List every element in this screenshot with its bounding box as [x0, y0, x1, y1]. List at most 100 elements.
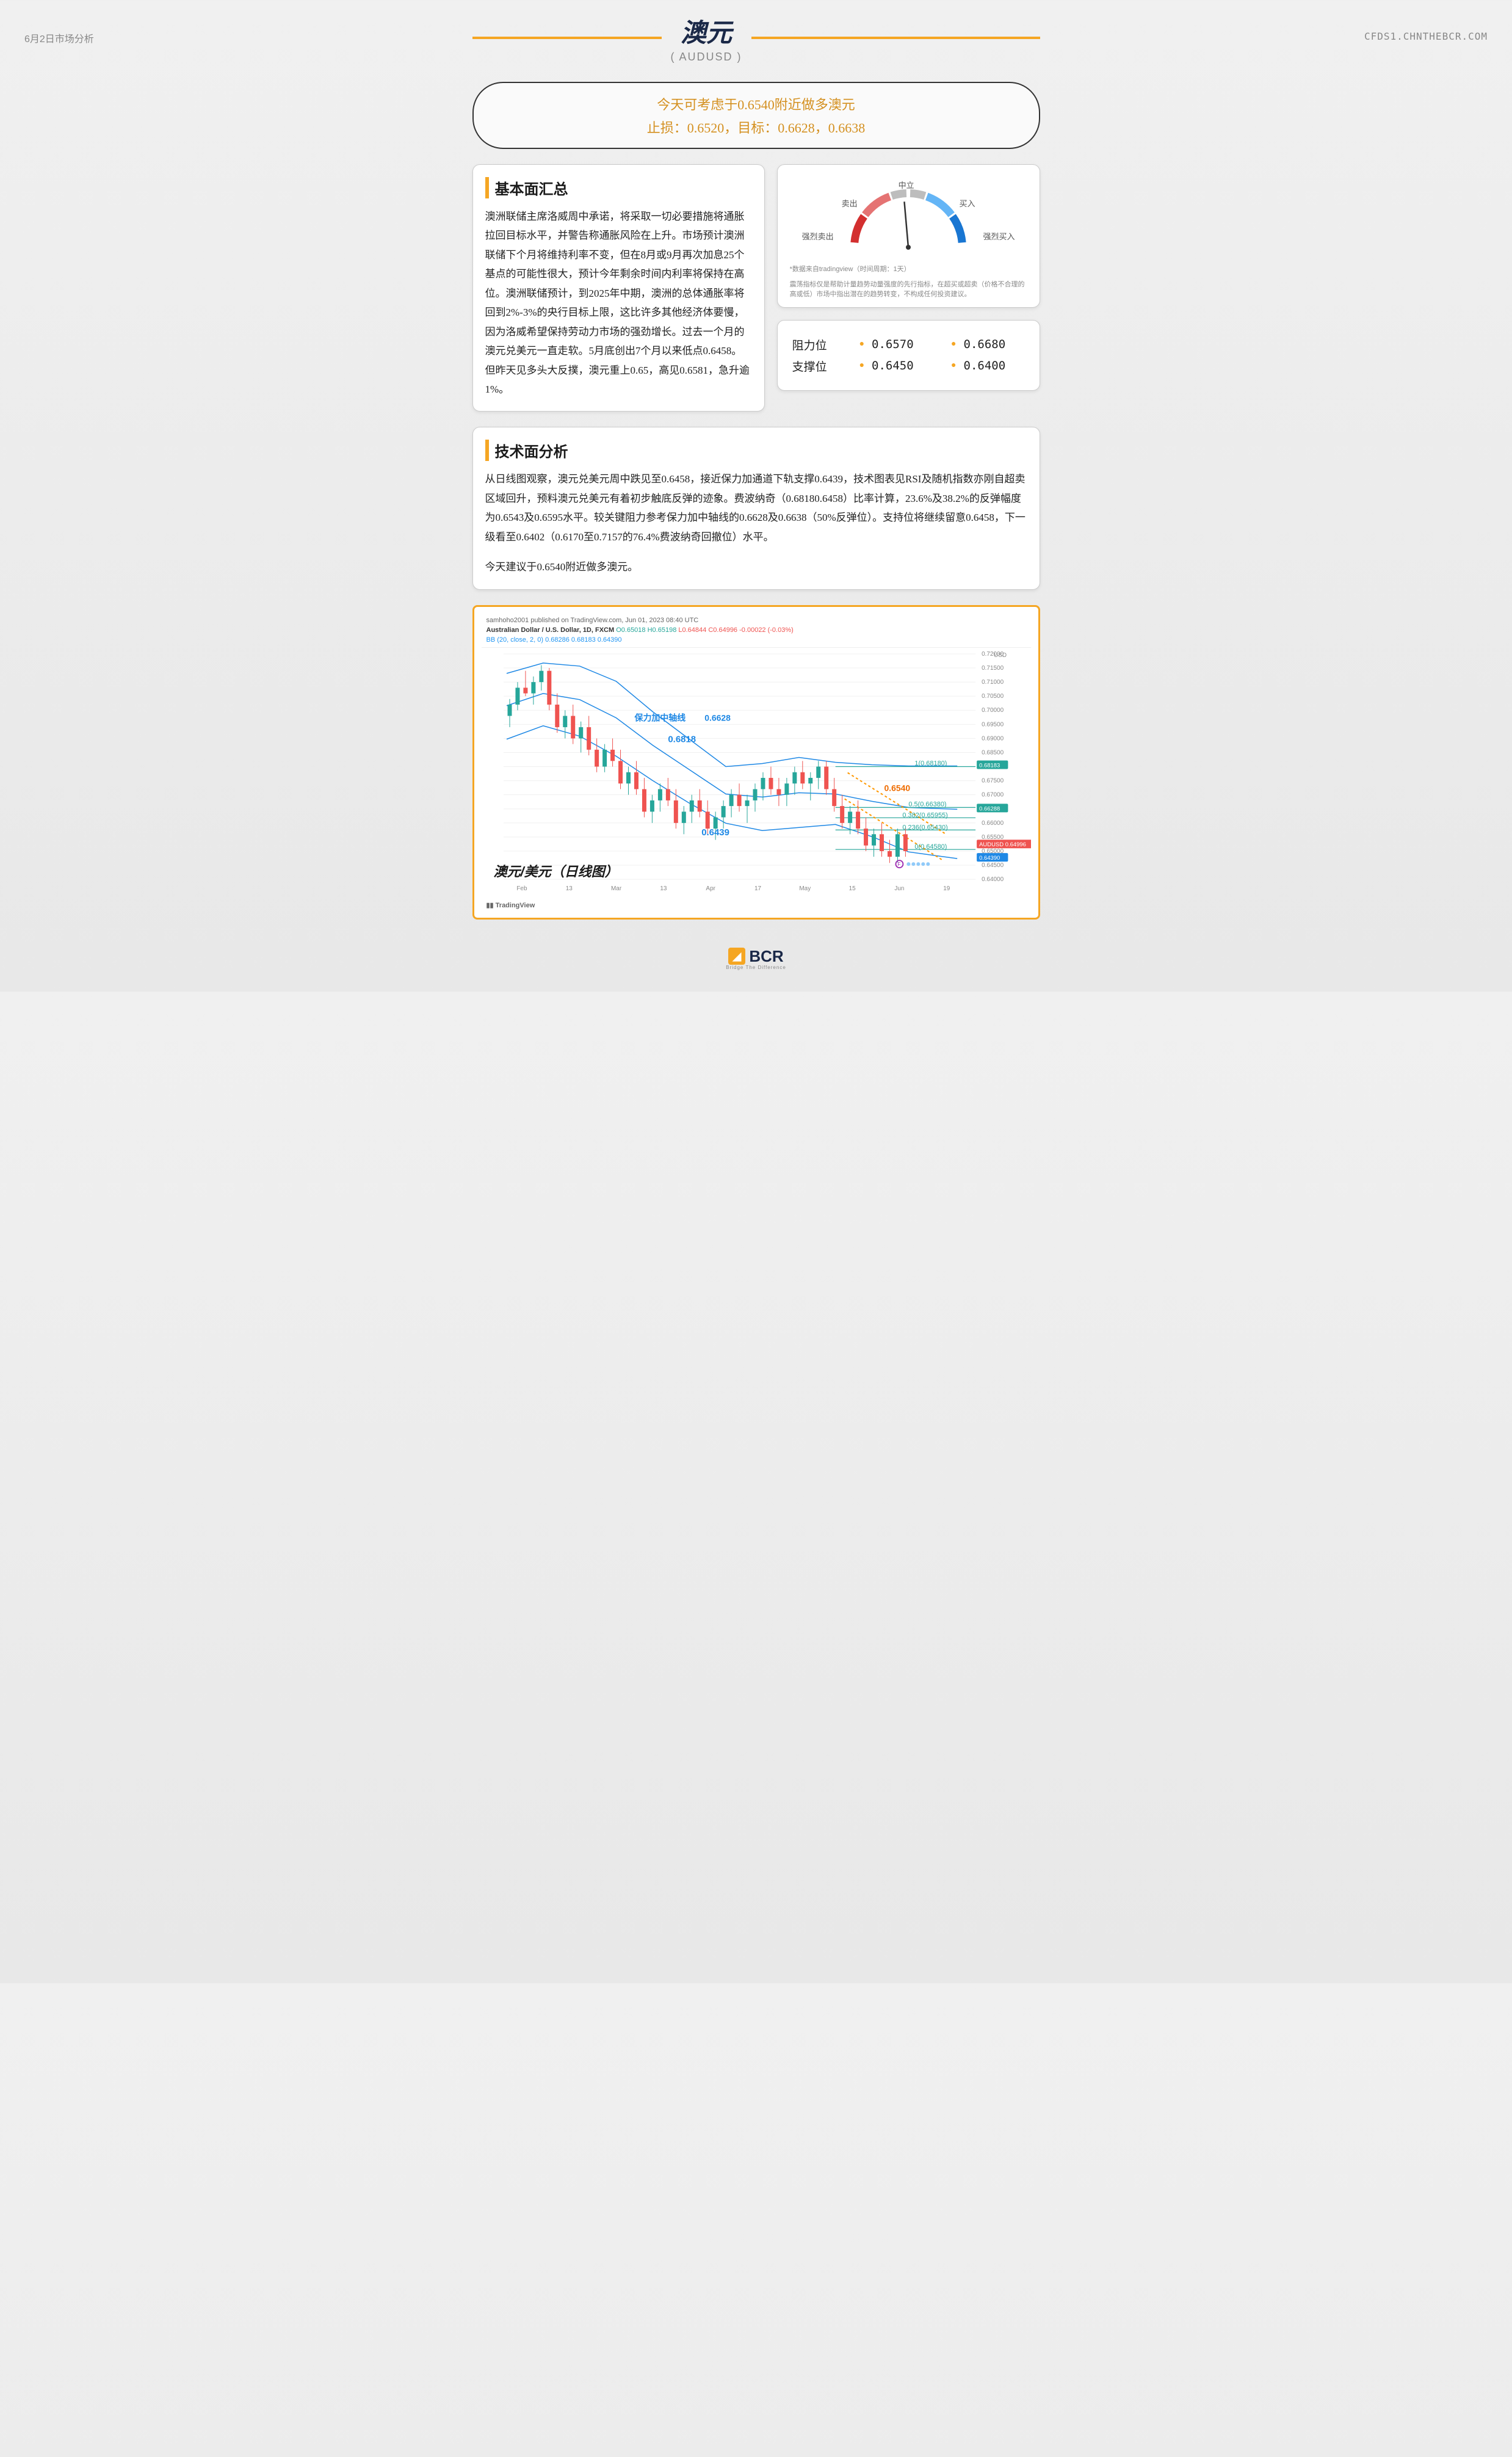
- tv-icon: ▮▮: [487, 902, 494, 909]
- svg-text:0.382(0.65955): 0.382(0.65955): [902, 811, 947, 819]
- resistance-2: 0.6680: [964, 338, 1025, 351]
- fundamental-card: 基本面汇总 澳洲联储主席洛威周中承诺，将采取一切必要措施将通胀拉回目标水平，并警…: [472, 164, 765, 412]
- svg-text:0.6540: 0.6540: [884, 783, 910, 793]
- svg-text:保力加中轴线: 保力加中轴线: [634, 713, 685, 722]
- levels-card: 阻力位 ● 0.6570 ● 0.6680 支撑位 ● 0.6450 ● 0.6…: [777, 320, 1040, 391]
- svg-text:15: 15: [848, 885, 856, 892]
- support-row: 支撑位 ● 0.6450 ● 0.6400: [792, 358, 1025, 374]
- chart-chg: -0.00022 (-0.03%): [739, 626, 794, 634]
- svg-text:Jun: Jun: [894, 885, 904, 892]
- svg-text:F: F: [897, 862, 900, 867]
- svg-text:17: 17: [754, 885, 761, 892]
- gauge-label-strong-buy: 强烈买入: [983, 230, 1015, 242]
- svg-text:0.71000: 0.71000: [982, 679, 1004, 686]
- fundamental-title: 基本面汇总: [485, 177, 752, 198]
- svg-text:0.69000: 0.69000: [982, 735, 1004, 742]
- bullet-icon: ●: [951, 361, 956, 371]
- svg-text:May: May: [799, 885, 811, 892]
- chart-l: L0.64844: [678, 626, 706, 634]
- bcr-icon: ◢: [728, 948, 745, 965]
- trade-line1: 今天可考虑于0.6540附近做多澳元: [485, 94, 1028, 114]
- svg-text:13: 13: [565, 885, 573, 892]
- title-sub: ( AUDUSD ): [671, 51, 742, 64]
- fundamental-text: 澳洲联储主席洛威周中承诺，将采取一切必要措施将通胀拉回目标水平，并警告称通胀风险…: [485, 207, 752, 399]
- svg-text:Apr: Apr: [706, 885, 715, 892]
- chart-bb-vals: 0.68286 0.68183 0.64390: [545, 636, 621, 644]
- chart-h: H0.65198: [648, 626, 677, 634]
- bullet-icon: ●: [951, 339, 956, 349]
- resistance-row: 阻力位 ● 0.6570 ● 0.6680: [792, 336, 1025, 353]
- resistance-label: 阻力位: [792, 336, 841, 353]
- gauge-wrap: 强烈卖出 卖出 中立 买入 强烈买入: [790, 174, 1027, 259]
- gauge-label-neutral: 中立: [899, 179, 914, 191]
- svg-text:0.68183: 0.68183: [979, 762, 1000, 769]
- support-1: 0.6450: [872, 359, 933, 372]
- footer: ◢ BCR Bridge The Difference: [472, 938, 1040, 973]
- trade-line2: 止损：0.6520，目标：0.6628，0.6638: [485, 117, 1028, 137]
- svg-text:0.70000: 0.70000: [982, 707, 1004, 714]
- footer-logo: ◢ BCR: [728, 947, 783, 966]
- svg-text:0.6628: 0.6628: [704, 713, 731, 722]
- svg-text:0.5(0.66380): 0.5(0.66380): [908, 800, 946, 808]
- header-title-block: 澳元 ( AUDUSD ): [671, 12, 742, 64]
- svg-text:0.70500: 0.70500: [982, 693, 1004, 700]
- header-rule-right: [751, 37, 1040, 39]
- svg-text:AUDUSD 0.64996: AUDUSD 0.64996: [979, 841, 1026, 848]
- technical-title: 技术面分析: [485, 440, 1027, 461]
- support-2: 0.6400: [964, 359, 1025, 372]
- svg-text:0.71500: 0.71500: [982, 665, 1004, 672]
- svg-text:0.6818: 0.6818: [668, 734, 696, 744]
- bullet-icon: ●: [859, 361, 864, 371]
- chart-o: O0.65018: [616, 626, 645, 634]
- technical-p1: 从日线图观察，澳元兑美元周中跌见至0.6458，接近保力加通道下轨支撑0.643…: [485, 470, 1027, 546]
- trade-recommendation: 今天可考虑于0.6540附近做多澳元 止损：0.6520，目标：0.6628，0…: [472, 82, 1040, 149]
- support-label: 支撑位: [792, 358, 841, 374]
- header-date: 6月2日市场分析: [24, 31, 94, 45]
- chart-bb-label: BB (20, close, 2, 0): [487, 636, 544, 644]
- svg-text:19: 19: [943, 885, 950, 892]
- svg-text:0.236(0.65430): 0.236(0.65430): [902, 824, 947, 831]
- svg-text:0.65500: 0.65500: [982, 833, 1004, 840]
- svg-text:0.64500: 0.64500: [982, 862, 1004, 869]
- technical-card: 技术面分析 从日线图观察，澳元兑美元周中跌见至0.6458，接近保力加通道下轨支…: [472, 427, 1040, 589]
- chart-symbol: Australian Dollar / U.S. Dollar, 1D, FXC…: [487, 626, 615, 634]
- header-rule-left: [472, 37, 662, 39]
- svg-text:0.69500: 0.69500: [982, 721, 1004, 728]
- svg-text:0.66288: 0.66288: [979, 805, 1000, 812]
- svg-text:0(0.64580): 0(0.64580): [914, 843, 947, 851]
- chart-meta-publish: samhoho2001 published on TradingView.com…: [482, 614, 1031, 626]
- svg-text:0.67500: 0.67500: [982, 777, 1004, 784]
- gauge-label-strong-sell: 强烈卖出: [802, 230, 834, 242]
- chart-body: USD0.720000.715000.710000.705000.700000.…: [482, 647, 1031, 898]
- footer-tagline: Bridge The Difference: [472, 965, 1040, 970]
- gauge-note2: 震荡指标仅是帮助计量趋势动量强度的先行指标，在超买或超卖（价格不合理的高或低）市…: [790, 280, 1027, 300]
- chart-card: samhoho2001 published on TradingView.com…: [472, 605, 1040, 920]
- header-url: CFDS1.CHNTHEBCR.COM: [1364, 31, 1488, 42]
- gauge-label-buy: 买入: [959, 197, 975, 209]
- title-main: 澳元: [671, 12, 742, 49]
- chart-title-overlay: 澳元/美元（日线图）: [494, 861, 618, 880]
- technical-p2: 今天建议于0.6540附近做多澳元。: [485, 557, 1027, 576]
- gauge-card: 强烈卖出 卖出 中立 买入 强烈买入 *数据来自tradingview（时间周期…: [777, 164, 1040, 308]
- footer-brand: BCR: [749, 947, 783, 966]
- svg-text:0.68500: 0.68500: [982, 749, 1004, 756]
- svg-text:0.72000: 0.72000: [982, 651, 1004, 658]
- resistance-1: 0.6570: [872, 338, 933, 351]
- candlestick-chart: USD0.720000.715000.710000.705000.700000.…: [482, 648, 1031, 898]
- gauge-note1: *数据来自tradingview（时间周期：1天）: [790, 264, 1027, 275]
- svg-text:13: 13: [660, 885, 667, 892]
- svg-text:0.66000: 0.66000: [982, 819, 1004, 826]
- bullet-icon: ●: [859, 339, 864, 349]
- svg-text:0.67000: 0.67000: [982, 791, 1004, 798]
- svg-text:Mar: Mar: [610, 885, 621, 892]
- chart-c: C0.64996: [708, 626, 737, 634]
- svg-text:1(0.68180): 1(0.68180): [914, 760, 947, 767]
- svg-text:0.64390: 0.64390: [979, 855, 1000, 862]
- gauge-label-sell: 卖出: [842, 197, 858, 209]
- chart-bb-line: BB (20, close, 2, 0) 0.68286 0.68183 0.6…: [482, 636, 1031, 647]
- svg-text:0.64000: 0.64000: [982, 876, 1004, 883]
- page-header: 澳元 ( AUDUSD ): [472, 12, 1040, 64]
- svg-text:0.6439: 0.6439: [701, 827, 729, 838]
- tradingview-label: ▮▮ TradingView: [482, 898, 1031, 910]
- svg-text:Feb: Feb: [516, 885, 527, 892]
